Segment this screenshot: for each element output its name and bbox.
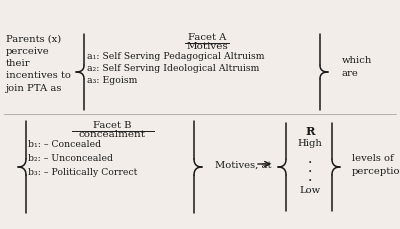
Text: R: R	[305, 125, 315, 136]
Text: Parents (x)
perceive
their
incentives to
join PTA as: Parents (x) perceive their incentives to…	[6, 35, 71, 92]
Text: Motives: Motives	[186, 42, 228, 51]
Text: a₁: Self Serving Pedagogical Altruism: a₁: Self Serving Pedagogical Altruism	[87, 52, 264, 61]
Text: ·: ·	[308, 173, 312, 187]
Text: b₂: – Unconcealed: b₂: – Unconcealed	[28, 153, 113, 162]
Text: b₁: – Concealed: b₁: – Concealed	[28, 139, 101, 148]
Text: Facet B: Facet B	[93, 120, 131, 129]
Text: b₃: – Politically Correct: b₃: – Politically Correct	[28, 167, 137, 176]
Text: which
are: which are	[342, 56, 372, 77]
Text: Motives, at: Motives, at	[215, 160, 272, 169]
Text: ·: ·	[308, 155, 312, 169]
Text: a₃: Egoism: a₃: Egoism	[87, 76, 137, 85]
Text: a₂: Self Serving Ideological Altruism: a₂: Self Serving Ideological Altruism	[87, 64, 259, 73]
Text: Facet A: Facet A	[188, 33, 226, 42]
Text: levels of
perceptions: levels of perceptions	[352, 154, 400, 175]
Text: High: High	[298, 138, 322, 147]
Text: concealment: concealment	[78, 129, 146, 138]
Text: ·: ·	[308, 164, 312, 178]
Text: Low: Low	[300, 185, 320, 194]
